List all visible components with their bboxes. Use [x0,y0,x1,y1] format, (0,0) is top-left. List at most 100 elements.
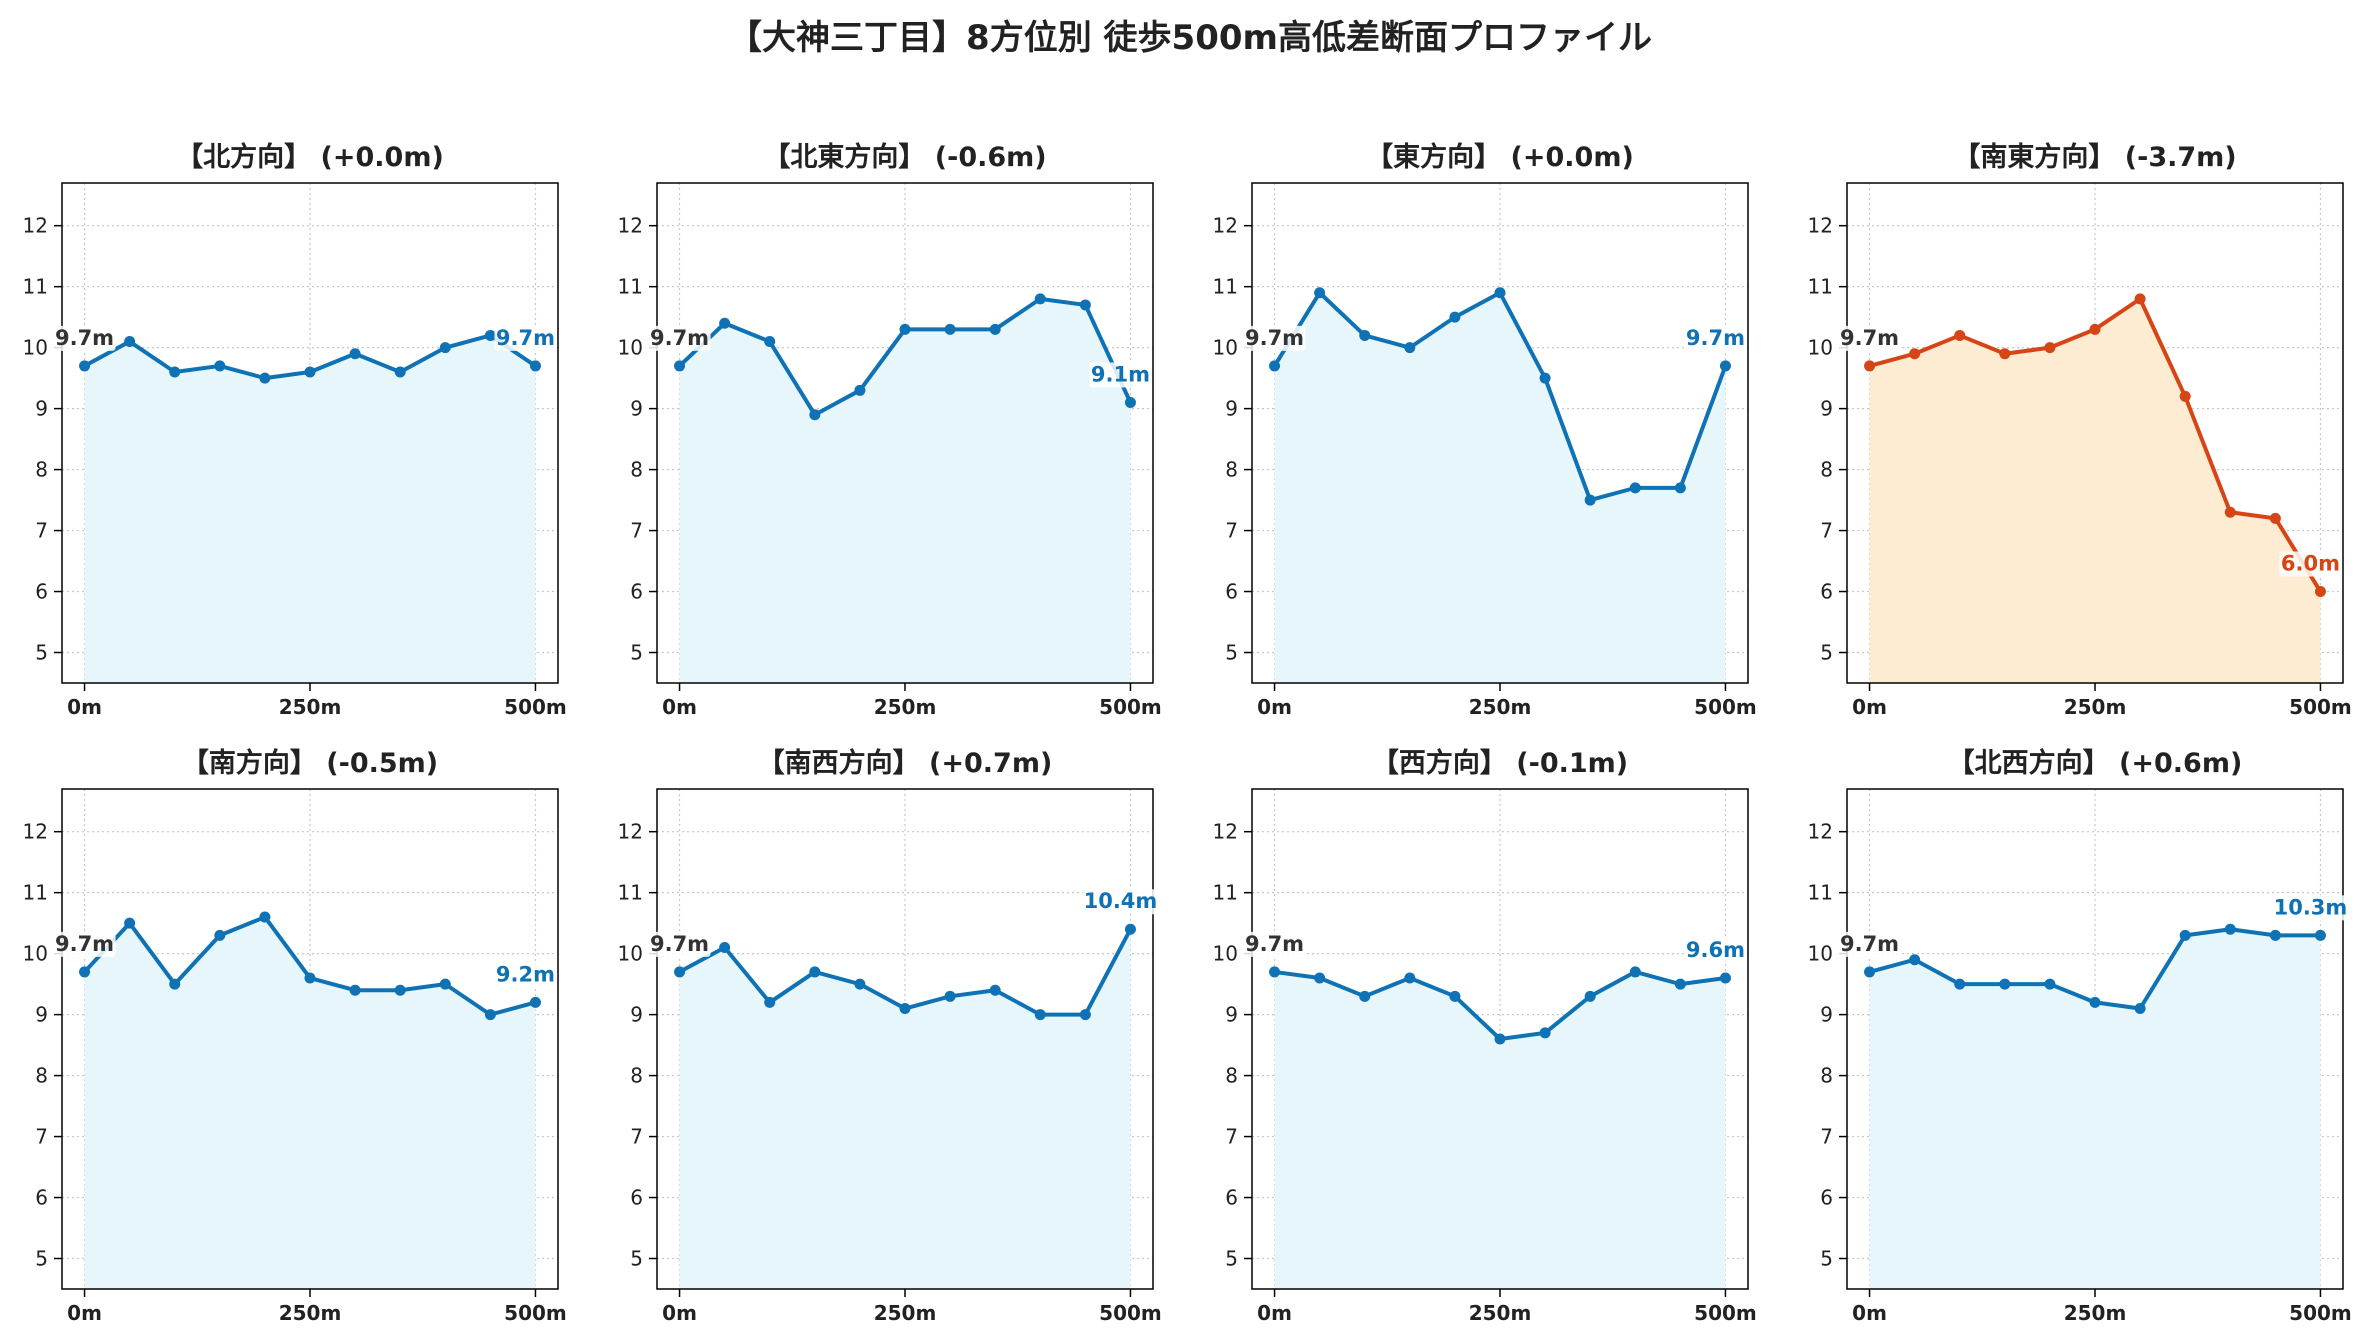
end-elevation-label: 9.2m [496,962,555,986]
y-tick-label: 8 [35,458,48,482]
data-point [1584,494,1596,506]
data-point [1999,978,2011,990]
y-tick-label: 8 [630,1064,643,1088]
data-point [1629,482,1641,494]
data-point [2269,929,2281,941]
y-tick-label: 8 [1820,1064,1833,1088]
data-point [2179,929,2191,941]
y-tick-label: 6 [35,1186,48,1210]
x-tick-label: 500m [1694,695,1757,719]
data-point [944,990,956,1002]
data-point [2269,512,2281,524]
y-tick-label: 10 [23,336,48,360]
data-point [809,966,821,978]
data-point [439,978,451,990]
data-point [304,366,316,378]
y-tick-label: 11 [1808,275,1833,299]
panel-title: 【南方向】 (-0.5m) [182,747,438,779]
x-tick-label: 0m [662,1301,697,1325]
data-point [1269,966,1281,978]
data-point [1584,990,1596,1002]
start-label-bg [1243,931,1306,957]
chart-panel-1: 【北東方向】 (-0.6m) 5 6 7 8 9 10 11 12 0m 250m 500m 9.7m 9… [618,141,1162,719]
end-label-bg [1684,325,1747,351]
data-point [764,336,776,348]
y-tick-label: 5 [35,1247,48,1271]
data-point [1909,348,1921,360]
data-point [719,317,731,329]
data-point [169,366,181,378]
chart-panel-3: 【南東方向】 (-3.7m) 5 6 7 8 9 10 11 12 0m 250m 500m 9.7m 6… [1808,141,2352,719]
y-tick-label: 10 [1808,942,1833,966]
data-point [674,360,686,372]
data-point [349,348,361,360]
y-tick-label: 12 [1808,214,1833,238]
data-point [1124,397,1136,409]
y-tick-label: 7 [35,519,48,543]
start-label-bg [53,325,116,351]
end-elevation-label: 10.3m [2274,895,2348,919]
end-elevation-label: 9.1m [1091,363,1150,387]
data-point [1864,966,1876,978]
start-elevation-label: 9.7m [1840,326,1899,350]
area-fill [1869,929,2321,1289]
y-tick-label: 11 [618,881,643,905]
data-point [1954,978,1966,990]
panel-title: 【東方向】 (+0.0m) [1366,141,1634,173]
y-tick-label: 6 [1225,580,1238,604]
y-tick-label: 9 [1225,1003,1238,1027]
x-tick-label: 0m [1852,695,1887,719]
data-point [1449,311,1461,323]
y-tick-label: 6 [35,580,48,604]
x-tick-label: 500m [1099,1301,1162,1325]
data-point [1909,954,1921,966]
x-tick-label: 500m [2289,695,2352,719]
y-tick-label: 12 [23,820,48,844]
y-tick-label: 12 [1808,820,1833,844]
y-tick-label: 5 [1225,1247,1238,1271]
y-tick-label: 5 [1820,1247,1833,1271]
y-tick-label: 12 [1213,820,1238,844]
data-point [1034,293,1046,305]
x-tick-label: 0m [1257,695,1292,719]
data-point [79,966,91,978]
x-tick-label: 250m [279,1301,342,1325]
data-point [1629,966,1641,978]
start-label-bg [53,931,116,957]
start-elevation-label: 9.7m [55,326,114,350]
start-elevation-label: 9.7m [55,932,114,956]
data-point [2089,996,2101,1008]
y-tick-label: 9 [1225,397,1238,421]
data-point [989,323,1001,335]
x-tick-label: 250m [874,1301,937,1325]
chart-panel-6: 【西方向】 (-0.1m) 5 6 7 8 9 10 11 12 0m 250m 500m 9.7m 9.… [1213,747,1757,1325]
data-point [1124,923,1136,935]
y-tick-label: 10 [1213,942,1238,966]
area-fill [1274,292,1726,683]
data-point [2134,293,2146,305]
y-tick-label: 7 [1225,519,1238,543]
y-tick-label: 5 [35,641,48,665]
y-tick-label: 9 [630,397,643,421]
end-label-bg [1089,362,1152,388]
panel-title: 【北西方向】 (+0.6m) [1948,747,2243,779]
start-label-bg [1243,325,1306,351]
y-tick-label: 5 [630,1247,643,1271]
y-tick-label: 11 [23,275,48,299]
data-point [854,384,866,396]
start-elevation-label: 9.7m [1245,326,1304,350]
data-point [1674,978,1686,990]
y-tick-label: 8 [1225,1064,1238,1088]
y-tick-label: 7 [35,1125,48,1149]
y-tick-label: 8 [630,458,643,482]
y-tick-label: 11 [1808,881,1833,905]
data-point [899,323,911,335]
data-point [1404,972,1416,984]
y-tick-label: 5 [1225,641,1238,665]
end-label-bg [494,962,557,988]
data-point [2224,923,2236,935]
start-elevation-label: 9.7m [650,932,709,956]
data-point [2089,323,2101,335]
x-tick-label: 500m [1694,1301,1757,1325]
